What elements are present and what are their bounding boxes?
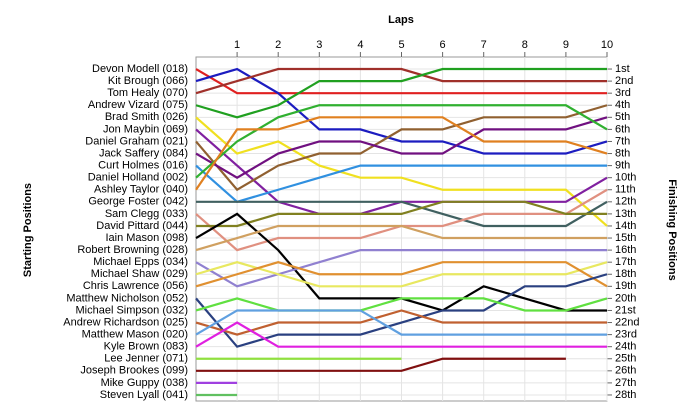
y2-tick-label: 18th (615, 268, 636, 280)
driver-label: Curt Holmes (016) (98, 160, 188, 172)
driver-line (195, 261, 608, 288)
driver-label: Iain Mason (098) (105, 232, 188, 244)
y-axis-label: Starting Positions (22, 183, 34, 277)
driver-label: Chris Lawrence (056) (83, 280, 188, 292)
driver-label: Devon Modell (018) (92, 63, 188, 75)
y2-tick-label: 25th (615, 353, 636, 365)
chart-title: Laps (388, 14, 414, 26)
y2-tick-label: 15th (615, 232, 636, 244)
driver-label: Matthew Mason (020) (82, 329, 188, 341)
driver-label: Kit Brough (066) (108, 75, 188, 87)
driver-line (195, 321, 607, 348)
driver-line (196, 200, 607, 228)
driver-label: Andrew Richardson (025) (63, 316, 188, 328)
driver-line (195, 116, 608, 227)
driver-label: Matthew Nicholson (052) (66, 292, 188, 304)
driver-line (195, 67, 608, 155)
driver-label: Jack Saffery (084) (99, 147, 188, 159)
x-tick-label: 10 (601, 39, 613, 51)
driver-label: George Foster (042) (88, 196, 188, 208)
x-tick-label: 1 (234, 39, 240, 51)
y2-tick-label: 3rd (615, 87, 631, 99)
driver-label: Andrew Vizard (075) (88, 99, 188, 111)
y2-tick-label: 21st (615, 304, 636, 316)
x-tick-label: 7 (481, 39, 487, 51)
y2-tick-label: 11th (615, 184, 636, 196)
driver-line (195, 309, 607, 336)
y2-tick-label: 5th (615, 111, 630, 123)
x-tick-label: 3 (316, 39, 322, 51)
x-tick-label: 5 (398, 39, 404, 51)
driver-label: Michael Shaw (029) (91, 268, 188, 280)
driver-label: Brad Smith (026) (105, 111, 188, 123)
x-tick-label: 8 (522, 39, 528, 51)
y2-tick-label: 14th (615, 220, 636, 232)
driver-label: Steven Lyall (041) (100, 389, 188, 401)
driver-label: Sam Clegg (033) (105, 208, 188, 220)
driver-label: Michael Epps (034) (93, 256, 188, 268)
driver-label: Lee Jenner (071) (104, 353, 188, 365)
y2-tick-label: 6th (615, 123, 630, 135)
driver-line (195, 68, 607, 95)
y2-tick-label: 19th (615, 280, 636, 292)
driver-line (195, 224, 607, 252)
driver-line (196, 357, 566, 372)
x-tick-label: 6 (440, 39, 446, 51)
driver-label: Tom Healy (070) (107, 87, 188, 99)
y2-tick-label: 24th (615, 341, 636, 353)
driver-line (195, 67, 607, 119)
y2-tick-label: 26th (615, 365, 636, 377)
y2-tick-label: 23rd (615, 329, 637, 341)
y2-tick-label: 27th (615, 377, 636, 389)
driver-line (195, 164, 607, 204)
y2-tick-label: 12th (615, 196, 636, 208)
y2-tick-label: 17th (615, 256, 636, 268)
driver-line (195, 249, 607, 288)
driver-label: Daniel Graham (021) (85, 135, 188, 147)
y2-tick-label: 1st (615, 63, 630, 75)
y2-tick-label: 20th (615, 292, 636, 304)
x-tick-label: 9 (563, 39, 569, 51)
driver-line (196, 200, 608, 228)
y2-tick-label: 7th (615, 135, 630, 147)
y2-tick-label: 8th (615, 147, 630, 159)
y2-tick-label: 28th (615, 389, 636, 401)
x-tick-label: 4 (357, 39, 363, 51)
driver-label: Michael Simpson (032) (76, 304, 189, 316)
driver-label: Mike Guppy (038) (101, 377, 188, 389)
y2-tick-label: 2nd (615, 75, 633, 87)
driver-line (195, 309, 607, 336)
y2-tick-label: 10th (615, 172, 636, 184)
driver-label: Ashley Taylor (040) (94, 184, 188, 196)
driver-line (195, 67, 607, 95)
y2-tick-label: 4th (615, 99, 630, 111)
y2-tick-label: 22nd (615, 316, 639, 328)
driver-line (195, 261, 608, 288)
driver-line (195, 297, 608, 312)
driver-label: Daniel Holland (002) (88, 172, 188, 184)
driver-label: David Pittard (044) (96, 220, 188, 232)
y2-axis-label: Finishing Positions (666, 179, 678, 280)
driver-line (195, 116, 608, 179)
driver-label: Joseph Brookes (099) (80, 365, 188, 377)
driver-label: Jon Maybin (069) (103, 123, 188, 135)
driver-line (195, 104, 608, 179)
driver-label: Robert Browning (028) (77, 244, 188, 256)
driver-label: Kyle Brown (083) (104, 341, 188, 353)
y2-tick-label: 9th (615, 160, 630, 172)
driver-line (195, 116, 608, 191)
driver-line (195, 104, 608, 192)
y2-tick-label: 13th (615, 208, 636, 220)
y2-tick-label: 16th (615, 244, 636, 256)
x-tick-label: 2 (275, 39, 281, 51)
